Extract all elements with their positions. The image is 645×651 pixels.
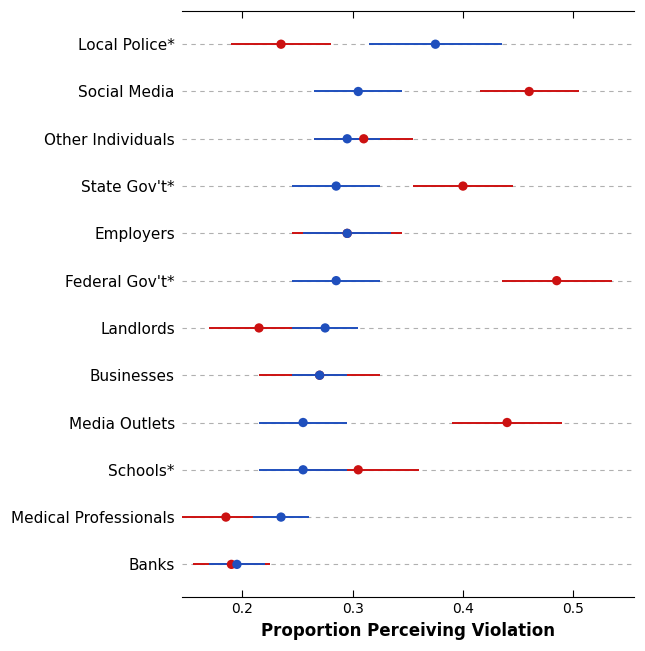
Point [232, 559, 242, 570]
Point [342, 228, 352, 238]
Point [430, 39, 441, 49]
X-axis label: Proportion Perceiving Violation: Proportion Perceiving Violation [261, 622, 555, 640]
Point [276, 512, 286, 522]
Point [315, 370, 325, 380]
Point [276, 39, 286, 49]
Point [524, 87, 534, 97]
Point [315, 370, 325, 380]
Point [226, 559, 237, 570]
Point [342, 228, 352, 238]
Point [298, 417, 308, 428]
Point [298, 465, 308, 475]
Point [320, 323, 330, 333]
Point [254, 323, 264, 333]
Point [551, 275, 562, 286]
Point [359, 133, 369, 144]
Point [353, 87, 363, 97]
Point [331, 181, 341, 191]
Point [502, 417, 512, 428]
Point [221, 512, 231, 522]
Point [458, 181, 468, 191]
Point [353, 465, 363, 475]
Point [342, 133, 352, 144]
Point [331, 275, 341, 286]
